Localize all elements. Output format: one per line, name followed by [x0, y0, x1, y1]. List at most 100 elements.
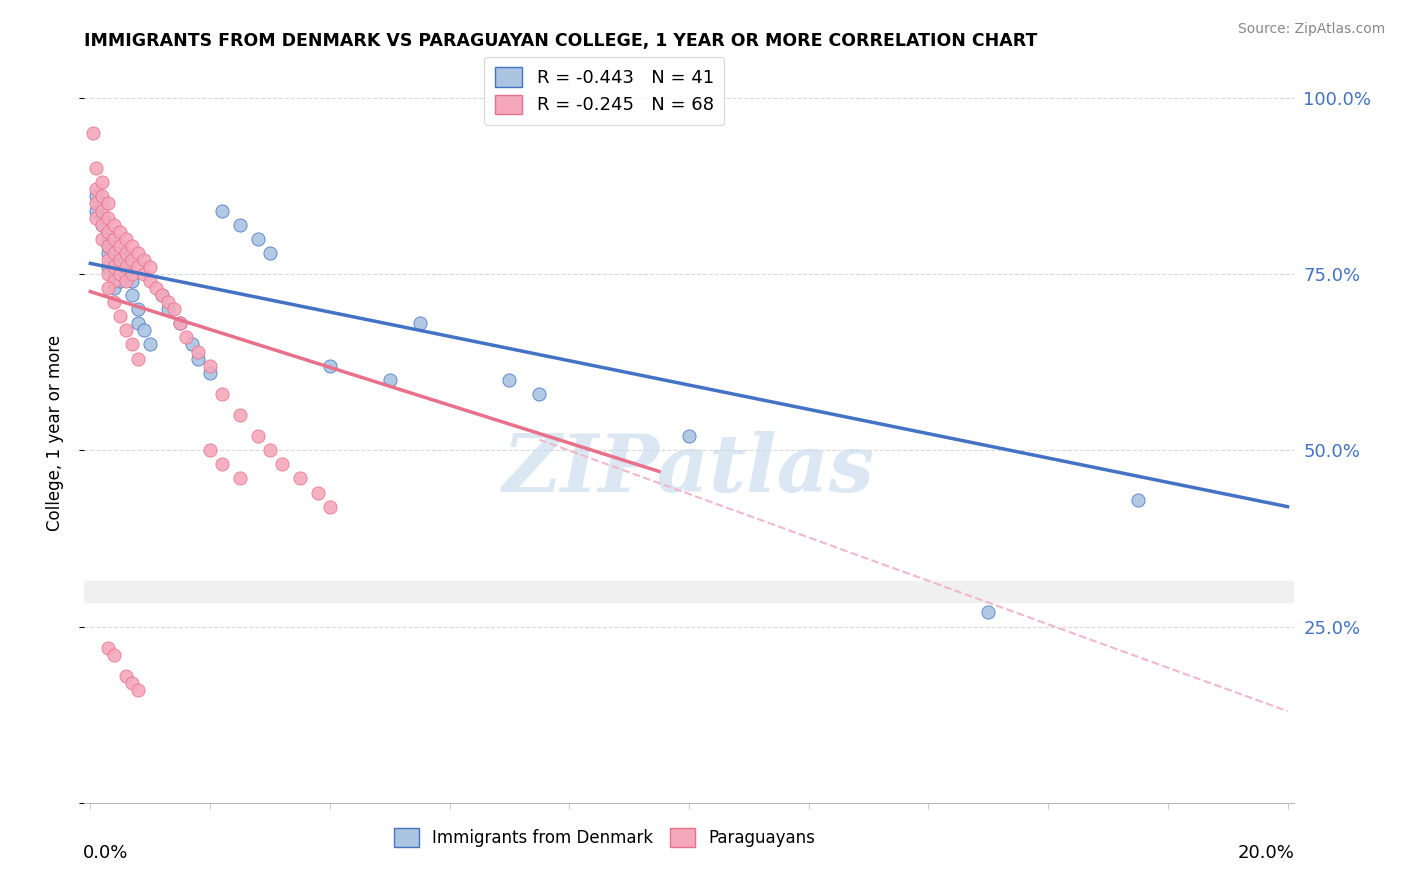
Point	[408, 316, 430, 330]
Point	[529, 387, 551, 401]
Point	[110, 245, 132, 260]
Point	[121, 267, 143, 281]
Bar	[84, 581, 1294, 602]
Point	[211, 387, 233, 401]
Point	[97, 281, 120, 295]
Point	[115, 245, 138, 260]
Point	[198, 366, 221, 380]
Point	[115, 260, 138, 274]
Point	[121, 252, 143, 267]
Point	[110, 267, 132, 281]
Point	[378, 373, 401, 387]
Point	[115, 232, 138, 246]
Point	[103, 648, 125, 662]
Text: 20.0%: 20.0%	[1237, 844, 1295, 862]
Point	[115, 274, 138, 288]
Point	[127, 316, 149, 330]
Point	[97, 211, 120, 225]
Point	[115, 669, 138, 683]
Point	[103, 232, 125, 246]
Point	[103, 267, 125, 281]
Point	[103, 274, 125, 288]
Point	[97, 640, 120, 655]
Point	[115, 323, 138, 337]
Point	[86, 161, 108, 176]
Point	[139, 337, 162, 351]
Point	[307, 485, 329, 500]
Point	[86, 203, 108, 218]
Point	[86, 182, 108, 196]
Text: Source: ZipAtlas.com: Source: ZipAtlas.com	[1237, 22, 1385, 37]
Point	[127, 260, 149, 274]
Point	[91, 203, 114, 218]
Point	[97, 260, 120, 274]
Point	[97, 267, 120, 281]
Point	[229, 218, 252, 232]
Point	[97, 232, 120, 246]
Point	[150, 288, 173, 302]
Point	[319, 500, 342, 514]
Point	[91, 218, 114, 232]
Point	[103, 218, 125, 232]
Point	[211, 203, 233, 218]
Point	[103, 252, 125, 267]
Point	[86, 196, 108, 211]
Text: IMMIGRANTS FROM DENMARK VS PARAGUAYAN COLLEGE, 1 YEAR OR MORE CORRELATION CHART: IMMIGRANTS FROM DENMARK VS PARAGUAYAN CO…	[84, 32, 1038, 50]
Point	[134, 323, 156, 337]
Point	[198, 443, 221, 458]
Point	[319, 359, 342, 373]
Point	[139, 274, 162, 288]
Point	[97, 225, 120, 239]
Point	[121, 274, 143, 288]
Point	[91, 175, 114, 189]
Point	[246, 429, 269, 443]
Point	[270, 458, 292, 472]
Point	[139, 260, 162, 274]
Point	[97, 239, 120, 253]
Point	[246, 232, 269, 246]
Point	[115, 267, 138, 281]
Point	[86, 211, 108, 225]
Point	[103, 245, 125, 260]
Point	[198, 359, 221, 373]
Point	[174, 330, 197, 344]
Point	[103, 260, 125, 274]
Point	[157, 302, 180, 317]
Point	[163, 302, 186, 317]
Point	[678, 429, 700, 443]
Point	[97, 245, 120, 260]
Point	[181, 337, 204, 351]
Point	[91, 218, 114, 232]
Y-axis label: College, 1 year or more: College, 1 year or more	[45, 334, 63, 531]
Point	[977, 606, 1000, 620]
Point	[110, 274, 132, 288]
Point	[127, 351, 149, 366]
Point	[110, 310, 132, 324]
Point	[121, 337, 143, 351]
Text: ZIPatlas: ZIPatlas	[503, 431, 875, 508]
Point	[110, 252, 132, 267]
Point	[498, 373, 520, 387]
Point	[97, 239, 120, 253]
Point	[229, 471, 252, 485]
Point	[103, 295, 125, 310]
Point	[169, 316, 191, 330]
Point	[86, 189, 108, 203]
Point	[1126, 492, 1149, 507]
Point	[110, 225, 132, 239]
Point	[82, 126, 104, 140]
Point	[110, 260, 132, 274]
Point	[91, 232, 114, 246]
Point	[127, 683, 149, 698]
Point	[91, 211, 114, 225]
Point	[145, 281, 167, 295]
Point	[91, 189, 114, 203]
Point	[121, 239, 143, 253]
Point	[211, 458, 233, 472]
Text: 0.0%: 0.0%	[83, 844, 128, 862]
Point	[134, 252, 156, 267]
Point	[229, 408, 252, 422]
Point	[134, 267, 156, 281]
Point	[259, 443, 281, 458]
Point	[150, 288, 173, 302]
